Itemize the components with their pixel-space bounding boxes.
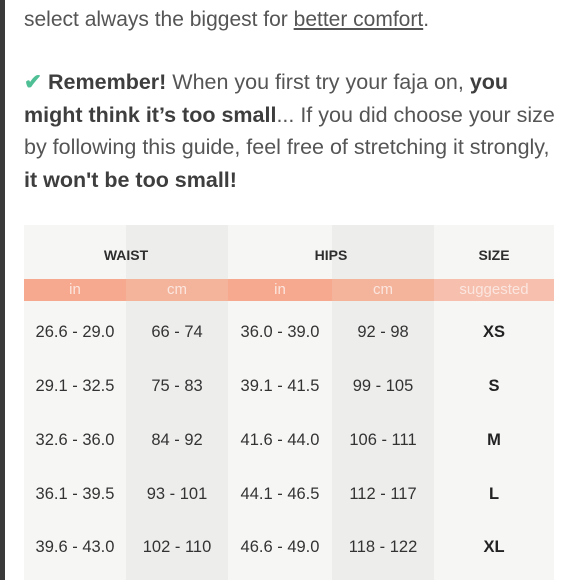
table-cell-hips-cm: 112 - 117 xyxy=(349,485,417,503)
remember-note: ✔ Remember! When you first try your faja … xyxy=(24,66,564,196)
hips-cm-subheader: cm xyxy=(332,279,434,301)
table-cell-size: L xyxy=(488,485,500,503)
waist-cm-subheader: cm xyxy=(126,279,228,301)
remember-bold-1: you might think it’s too small xyxy=(24,70,509,127)
table-cell-waist-in: 26.6 - 29.0 xyxy=(35,323,115,341)
table-cell-hips-in: 41.6 - 44.0 xyxy=(240,431,320,449)
table-cell-hips-cm: 106 - 111 xyxy=(349,431,417,449)
remember-text-2: ... If you did choose your size by follo… xyxy=(24,102,555,160)
table-cell-hips-in: 46.6 - 49.0 xyxy=(240,538,320,556)
table-cell-waist-in: 36.1 - 39.5 xyxy=(35,485,115,503)
hips-in-subheader: in xyxy=(228,279,332,301)
remember-bold-2: it won't be too small! xyxy=(24,167,237,192)
hips-header: HIPS xyxy=(314,247,348,263)
table-cell-size: S xyxy=(488,377,500,395)
table-cell-size: XS xyxy=(482,323,505,341)
table-cell-waist-cm: 66 - 74 xyxy=(151,323,203,341)
size-chart: WAIST HIPS SIZE in cm in cm suggested 26… xyxy=(24,225,554,580)
table-cell-waist-in: 32.6 - 36.0 xyxy=(35,431,115,449)
table-cell-hips-in: 36.0 - 39.0 xyxy=(240,323,320,341)
table-cell-hips-cm: 92 - 98 xyxy=(357,323,409,341)
left-border xyxy=(0,0,5,580)
table-cell-hips-in: 39.1 - 41.5 xyxy=(240,377,320,395)
waist-in-subheader: in xyxy=(24,279,126,301)
table-cell-size: M xyxy=(487,431,501,449)
intro-before: select always the biggest for xyxy=(24,8,294,31)
table-cell-hips-cm: 99 - 105 xyxy=(352,377,414,395)
intro-after: . xyxy=(423,8,430,31)
table-cell-waist-in: 39.6 - 43.0 xyxy=(35,538,115,556)
remember-text-1: When you first try your faja on, xyxy=(166,70,470,94)
table-cell-waist-cm: 102 - 110 xyxy=(142,538,212,556)
better-comfort-link[interactable]: better comfort xyxy=(293,8,424,31)
table-cell-waist-in: 29.1 - 32.5 xyxy=(35,377,115,395)
table-cell-waist-cm: 84 - 92 xyxy=(151,431,203,449)
table-cell-hips-in: 44.1 - 46.5 xyxy=(240,485,320,503)
size-header: SIZE xyxy=(478,247,510,263)
checkmark-icon: ✔ xyxy=(24,70,43,94)
table-cell-size: XL xyxy=(483,538,505,556)
table-cell-waist-cm: 75 - 83 xyxy=(151,377,203,395)
table-cell-waist-cm: 93 - 101 xyxy=(146,485,208,503)
waist-header: WAIST xyxy=(103,247,149,263)
intro-text: select always the biggest for better com… xyxy=(24,4,564,36)
remember-heading: Remember! xyxy=(48,70,167,94)
table-cell-hips-cm: 118 - 122 xyxy=(348,538,418,556)
size-suggested-subheader: suggested xyxy=(434,279,554,301)
